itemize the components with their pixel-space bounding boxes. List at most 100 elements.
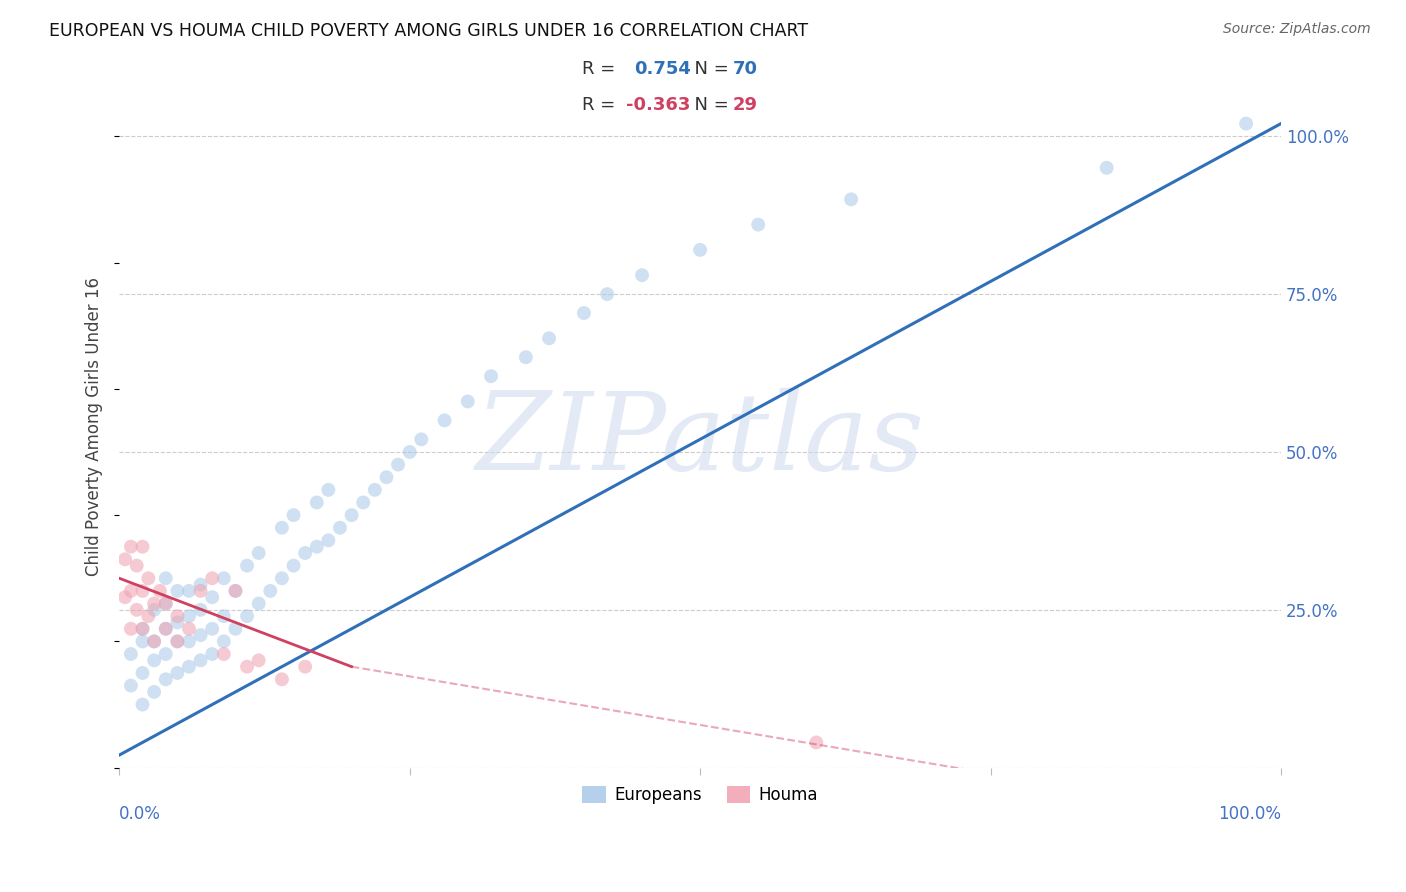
Point (131, 583, 153, 598)
Point (120, 540, 142, 554)
Point (155, 597, 177, 611)
Point (166, 634, 188, 648)
Text: 100.0%: 100.0% (1218, 805, 1281, 823)
Point (236, 609, 259, 624)
Point (143, 634, 166, 648)
Point (387, 458, 409, 472)
Point (177, 609, 200, 624)
Point (125, 558, 148, 573)
Point (190, 603, 212, 617)
Point (271, 521, 294, 535)
Point (631, 268, 654, 282)
Point (177, 634, 200, 648)
Point (457, 394, 479, 409)
Point (212, 571, 235, 585)
Point (166, 583, 188, 598)
Point (305, 495, 328, 509)
Point (224, 583, 246, 598)
Point (212, 609, 235, 624)
Point (1234, 117, 1257, 131)
Point (143, 603, 166, 617)
Point (120, 583, 142, 598)
Point (340, 508, 363, 522)
Point (166, 634, 188, 648)
Point (318, 533, 340, 548)
Point (155, 622, 177, 636)
Point (839, 193, 862, 207)
Legend: Europeans, Houma: Europeans, Houma (575, 779, 824, 811)
Point (596, 287, 619, 301)
Point (329, 521, 352, 535)
Text: R =: R = (582, 96, 620, 114)
Point (190, 653, 212, 667)
Point (190, 577, 212, 591)
Text: Source: ZipAtlas.com: Source: ZipAtlas.com (1223, 22, 1371, 37)
Point (398, 445, 420, 459)
Text: 70: 70 (733, 60, 758, 78)
Point (166, 609, 188, 624)
Point (747, 218, 769, 232)
Point (305, 540, 328, 554)
Point (166, 615, 188, 630)
Point (120, 679, 142, 693)
Point (131, 622, 153, 636)
Point (236, 558, 259, 573)
Point (201, 591, 224, 605)
Point (515, 350, 537, 364)
Point (131, 634, 153, 648)
Text: -0.363: -0.363 (626, 96, 690, 114)
Point (433, 413, 456, 427)
Point (114, 591, 136, 605)
Text: 0.754: 0.754 (634, 60, 690, 78)
Point (247, 546, 270, 560)
Point (125, 603, 148, 617)
Point (318, 483, 340, 497)
Point (149, 583, 172, 598)
Point (294, 659, 316, 673)
Point (1095, 161, 1118, 175)
Point (177, 622, 200, 636)
Point (131, 622, 153, 636)
Point (212, 647, 235, 661)
Point (143, 653, 166, 667)
Point (131, 698, 153, 712)
Point (190, 628, 212, 642)
Point (155, 673, 177, 687)
Point (155, 622, 177, 636)
Text: R =: R = (582, 60, 627, 78)
Point (247, 597, 270, 611)
Y-axis label: Child Poverty Among Girls Under 16: Child Poverty Among Girls Under 16 (86, 277, 103, 576)
Point (375, 470, 398, 484)
Point (411, 433, 433, 447)
Point (201, 647, 224, 661)
Point (155, 647, 177, 661)
Point (271, 571, 294, 585)
Point (283, 558, 305, 573)
Text: 29: 29 (733, 96, 758, 114)
Point (143, 634, 166, 648)
Point (177, 659, 200, 673)
Point (271, 673, 294, 687)
Point (479, 369, 502, 384)
Point (572, 306, 595, 320)
Point (538, 331, 561, 345)
Point (177, 583, 200, 598)
Point (131, 540, 153, 554)
Point (136, 609, 159, 624)
Point (283, 508, 305, 522)
Point (166, 665, 188, 680)
Text: 0.0%: 0.0% (120, 805, 162, 823)
Point (155, 571, 177, 585)
Point (155, 597, 177, 611)
Point (259, 583, 281, 598)
Text: ZIPatlas: ZIPatlas (475, 388, 925, 493)
Point (143, 685, 166, 699)
Point (294, 546, 316, 560)
Point (201, 571, 224, 585)
Point (120, 647, 142, 661)
Point (114, 552, 136, 566)
Point (143, 597, 166, 611)
Text: EUROPEAN VS HOUMA CHILD POVERTY AMONG GIRLS UNDER 16 CORRELATION CHART: EUROPEAN VS HOUMA CHILD POVERTY AMONG GI… (49, 22, 808, 40)
Text: N =: N = (683, 96, 734, 114)
Point (236, 659, 259, 673)
